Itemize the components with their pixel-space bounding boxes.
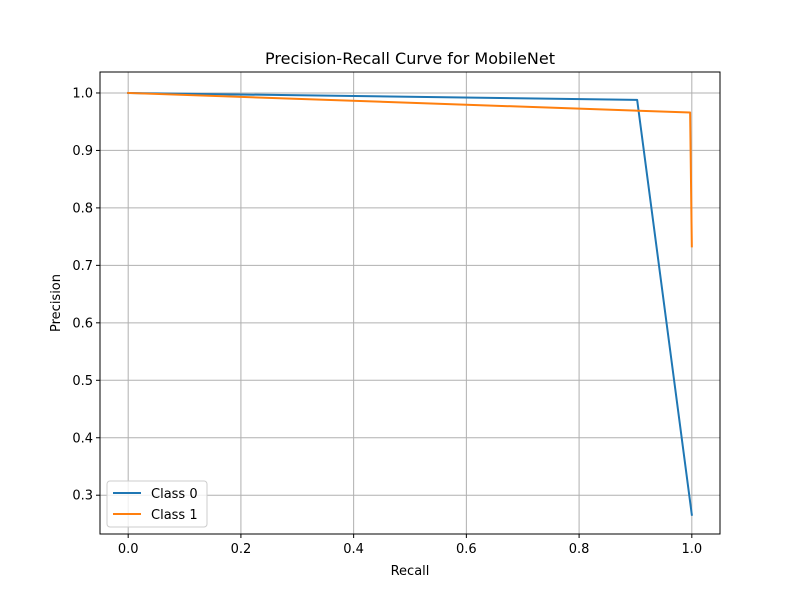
x-tick-label: 0.0 <box>118 542 139 557</box>
legend-label-class-1: Class 1 <box>151 508 198 523</box>
x-axis-label: Recall <box>391 564 430 579</box>
grid-lines <box>100 72 720 534</box>
y-tick-label: 1.0 <box>72 86 93 101</box>
y-tick-label: 0.7 <box>72 259 93 274</box>
x-tick-label: 0.8 <box>569 542 590 557</box>
legend-label-class-0: Class 0 <box>151 487 198 502</box>
y-tick-label: 0.8 <box>72 201 93 216</box>
x-tick-label: 0.2 <box>231 542 252 557</box>
y-axis-label: Precision <box>49 274 64 332</box>
legend: Class 0 Class 1 <box>106 480 208 528</box>
chart-title: Precision-Recall Curve for MobileNet <box>265 49 555 68</box>
y-tick-label: 0.4 <box>72 431 93 446</box>
x-tick-label: 0.6 <box>456 542 477 557</box>
x-tick-label: 0.4 <box>343 542 364 557</box>
x-axis-ticks: 0.0 0.2 0.4 0.6 0.8 1.0 <box>118 534 702 557</box>
y-tick-label: 0.3 <box>72 489 93 504</box>
x-tick-label: 1.0 <box>681 542 702 557</box>
y-tick-label: 0.6 <box>72 316 93 331</box>
series-lines <box>127 91 693 516</box>
series-line-class-1 <box>127 91 693 248</box>
plot-frame <box>99 71 721 535</box>
y-tick-label: 0.5 <box>72 374 93 389</box>
y-axis-ticks: 0.3 0.4 0.5 0.6 0.7 0.8 0.9 1.0 <box>72 86 100 504</box>
y-tick-label: 0.9 <box>72 144 93 159</box>
series-line-class-0 <box>127 91 693 516</box>
